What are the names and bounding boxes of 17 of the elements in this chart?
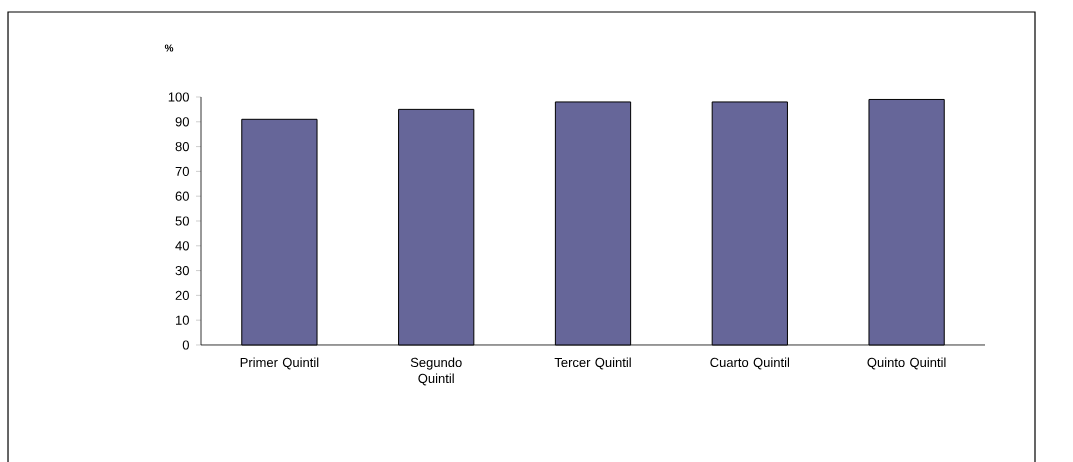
y-axis-title: % bbox=[164, 44, 174, 52]
y-tick-label: 100 bbox=[168, 92, 189, 102]
x-tick-label: Cuarto Quintil bbox=[710, 357, 790, 370]
x-tick-label: Tercer Quintil bbox=[554, 357, 631, 370]
y-tick-label: 40 bbox=[175, 241, 189, 251]
y-tick-label: 30 bbox=[175, 265, 189, 276]
x-tick-label: Quinto Quintil bbox=[867, 357, 946, 370]
x-tick-label: Primer Quintil bbox=[240, 357, 319, 370]
y-tick-label: 90 bbox=[175, 117, 189, 127]
x-tick-label: Segundo Quintil bbox=[410, 357, 462, 386]
y-tick-label: 80 bbox=[175, 141, 189, 152]
y-tick-label: 70 bbox=[175, 166, 189, 176]
y-tick-label: 20 bbox=[175, 290, 189, 300]
y-tick-label: 10 bbox=[176, 315, 189, 325]
y-tick-label: 50 bbox=[175, 216, 189, 226]
y-tick-label: 0 bbox=[182, 340, 189, 350]
y-tick-label: 60 bbox=[175, 191, 189, 201]
